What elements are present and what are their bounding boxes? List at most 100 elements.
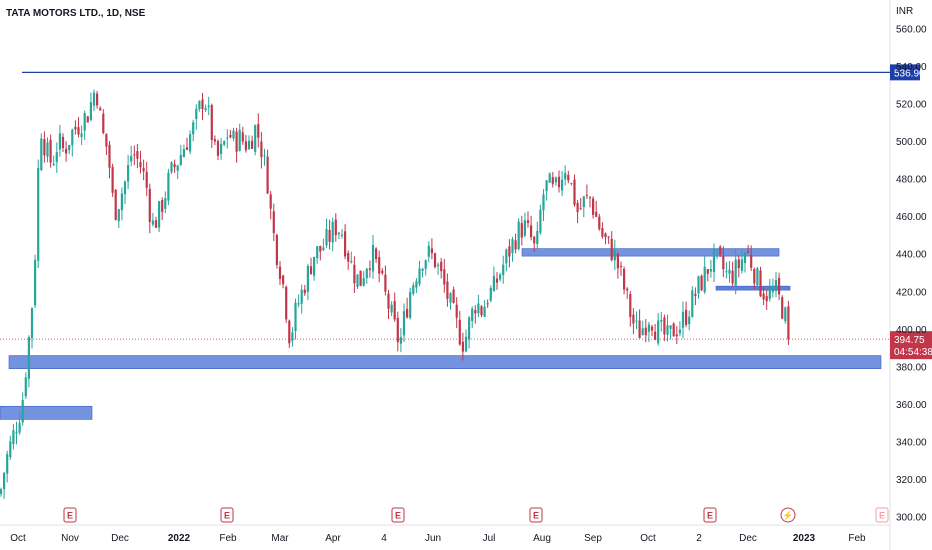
candle-body [697, 276, 700, 294]
candle-body [784, 307, 787, 322]
event-marker-label: E [224, 511, 230, 521]
candle-body [675, 334, 678, 337]
candle-body [756, 268, 759, 286]
candle-body [170, 162, 173, 173]
candle-body [337, 232, 340, 235]
candle-body [189, 134, 192, 152]
candle-body [105, 133, 108, 147]
candle-body [151, 220, 154, 225]
candle-body [223, 141, 226, 145]
candle-body [80, 133, 83, 138]
candle-body [198, 101, 201, 110]
candle-body [161, 199, 164, 212]
candle-body [691, 290, 694, 317]
candle-body [427, 245, 430, 257]
zone-rect[interactable] [715, 285, 791, 291]
candle-body [430, 248, 433, 254]
time-tick-label: 2 [696, 533, 702, 544]
candle-body [24, 377, 27, 397]
candle-body [610, 238, 613, 261]
candle-body [282, 275, 285, 285]
candle-body [461, 341, 464, 352]
candle-body [654, 331, 657, 340]
candle-body [384, 274, 387, 292]
candle-body [452, 289, 455, 304]
candle-body [148, 188, 151, 223]
time-tick-label: Dec [111, 533, 129, 544]
zone-rect[interactable] [521, 248, 780, 257]
candle-body [319, 245, 322, 252]
candle-body [505, 249, 508, 264]
candle-body [567, 174, 570, 181]
candle-body [511, 239, 514, 254]
candle-body [269, 194, 272, 209]
candle-body [254, 125, 257, 152]
candle-body [142, 168, 145, 172]
candle-body [514, 240, 517, 250]
candle-body [353, 264, 356, 284]
candle-body [30, 308, 34, 339]
chart-title: TATA MOTORS LTD., 1D, NSE [6, 8, 146, 19]
candle-body [334, 219, 337, 236]
candle-body [12, 430, 15, 444]
candle-body [278, 266, 282, 280]
candle-body [220, 143, 223, 154]
candle-body [18, 422, 21, 433]
candle-body [619, 265, 623, 267]
candle-body [641, 328, 644, 335]
candle-body [424, 260, 427, 269]
candle-body [644, 327, 647, 336]
candle-body [235, 131, 238, 152]
candle-body [561, 179, 564, 191]
candle-body [120, 193, 123, 211]
event-marker-label: E [707, 511, 713, 521]
candle-body [787, 306, 790, 340]
earnings-marker [875, 507, 889, 523]
candle-body [607, 236, 610, 238]
candle-body [92, 92, 96, 106]
price-tick-label: 320.00 [896, 475, 927, 486]
zone-rect[interactable] [8, 355, 882, 370]
candle-body [709, 269, 712, 272]
candle-body [728, 269, 731, 274]
candle-body [409, 291, 412, 318]
candle-body [297, 303, 300, 305]
candle-body [74, 126, 77, 130]
price-tick-label: 440.00 [896, 250, 927, 261]
candle-body [322, 247, 325, 251]
candle-body [474, 310, 477, 314]
candle-body [275, 235, 278, 265]
candle-body [226, 137, 229, 139]
candle-body [300, 289, 303, 304]
candle-body [86, 116, 89, 123]
candle-body [204, 108, 207, 111]
candle-body [781, 297, 784, 319]
candle-body [306, 265, 309, 292]
candle-body [158, 201, 161, 228]
zone-rect[interactable] [0, 405, 93, 420]
candle-body [399, 337, 402, 344]
time-axis[interactable]: Oct Nov Dec 2022 Feb Mar Apr 4 Jun Jul Aug Sep Oct 2 D… [10, 533, 866, 544]
dividend-marker [780, 507, 796, 523]
candle-body [285, 286, 288, 320]
candle-body [61, 136, 65, 149]
candle-body [393, 301, 396, 320]
time-tick-label: Oct [640, 533, 656, 544]
candle-body [495, 278, 499, 283]
candle-body [601, 228, 604, 237]
candle-body [309, 266, 313, 275]
price-axis[interactable]: 300.00 320.00 340.00 360.00 380.00 400.00 420.… [896, 25, 927, 524]
candle-body [570, 182, 573, 184]
candle-body [440, 261, 443, 272]
candle-body [21, 399, 24, 423]
candle-body [127, 165, 130, 182]
candle-body [415, 281, 418, 288]
candle-body [464, 336, 468, 352]
candle-body [179, 154, 182, 165]
candle-body [294, 302, 297, 332]
candle-body [762, 293, 765, 300]
candle-body [681, 311, 685, 328]
candlestick-series [0, 89, 790, 499]
